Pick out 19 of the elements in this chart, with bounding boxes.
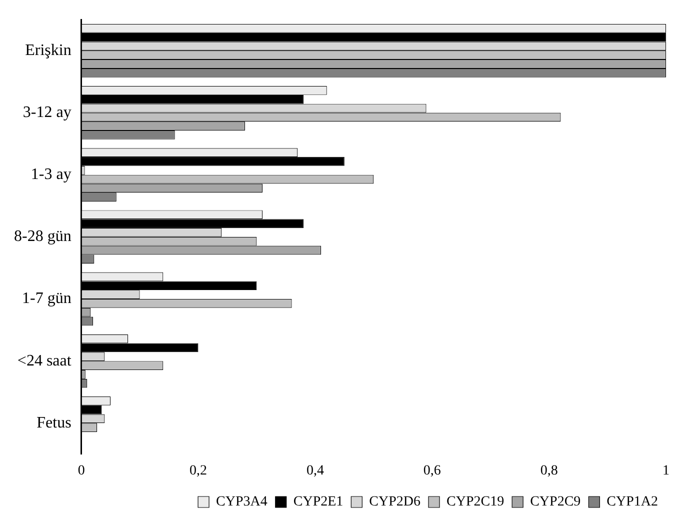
y-tick-label: Fetus [36,414,72,432]
x-tick-label: 0 [78,463,85,478]
x-tick-label: 0,6 [423,463,441,478]
y-tick-label: <24 saat [17,352,72,370]
legend-label: CYP3A4 [216,494,268,510]
x-tick-label: 0,4 [306,463,324,478]
x-tick-label: 0,2 [190,463,208,478]
y-tick-label: 1-7 gün [22,290,72,308]
y-tick-label: 8-28 gün [14,228,72,246]
y-tick-label: 1-3 ay [30,166,72,184]
legend-label: CYP1A2 [606,494,658,510]
legend-label: CYP2C19 [446,494,504,510]
legend-label: CYP2C9 [530,494,581,510]
y-tick-label: 3-12 ay [22,104,72,121]
legend-label: CYP2D6 [369,494,421,510]
y-tick-label: Erişkin [25,42,72,59]
legend-label: CYP2E1 [293,494,344,510]
x-tick-label: 1 [662,463,670,478]
x-tick-label: 0,8 [540,463,558,478]
